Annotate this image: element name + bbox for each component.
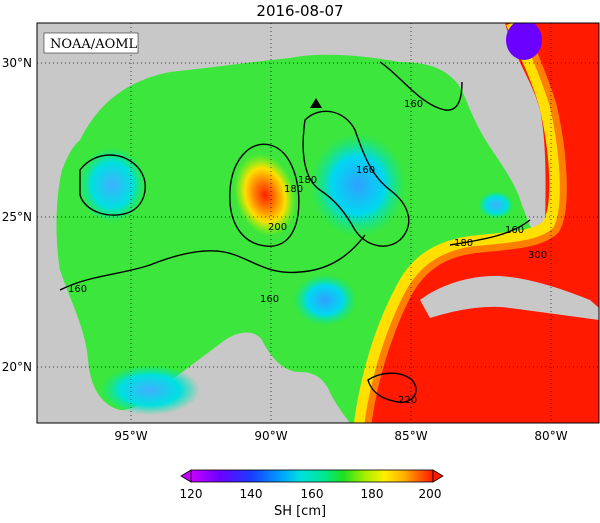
lat-label: 25°N: [2, 210, 32, 224]
contour-label: 160: [404, 99, 423, 110]
cold-core-northeast: [506, 23, 542, 60]
colorbar-tick: 140: [240, 487, 263, 501]
colorbar-tick: 200: [419, 487, 442, 501]
cold-core-west: [78, 147, 146, 223]
cuba-landmass: [420, 275, 599, 320]
cold-core-florida: [478, 191, 514, 219]
contour-label: 180: [298, 175, 317, 186]
colorbar-min-arrow: [180, 469, 192, 483]
lon-label: 90°W: [254, 429, 287, 443]
contour-label: 200: [268, 222, 287, 233]
credit-label: NOAA/AOML: [50, 37, 138, 52]
contour-label: 300: [528, 250, 547, 261]
contour-label: 160: [505, 225, 524, 236]
warm-eddy: [234, 153, 296, 237]
colorbar-tick: 160: [301, 487, 324, 501]
colorbar-tick: 180: [361, 487, 384, 501]
colorbar: 120 140 160 180 200: [180, 469, 444, 501]
cold-core-south: [293, 274, 357, 326]
loop-front-orange: [364, 23, 567, 423]
lat-label: 20°N: [2, 360, 32, 374]
map-title: 2016-08-07: [256, 2, 344, 20]
buoy-marker-icon: [310, 98, 322, 108]
lon-label: 80°W: [534, 429, 567, 443]
lon-label: 85°W: [394, 429, 427, 443]
contour-label: 160: [68, 284, 87, 295]
colorbar-title: SH [cm]: [273, 504, 327, 519]
colorbar-gradient: [190, 469, 434, 483]
contour-label: 160: [260, 294, 279, 305]
contour-label: 180: [284, 184, 303, 195]
colorbar-tick: 120: [180, 487, 203, 501]
credit-box: [43, 32, 139, 54]
graticule: [37, 23, 599, 423]
cold-core-east: [310, 133, 406, 237]
cold-core-southwest: [100, 365, 200, 415]
contour-lines: [59, 61, 531, 403]
contour-label: 220: [398, 395, 417, 406]
contour-label: 180: [454, 238, 473, 249]
map-frame: [36, 22, 600, 424]
loop-front-yellow: [354, 23, 562, 423]
lat-label: 30°N: [2, 56, 32, 70]
colorbar-max-arrow: [432, 469, 444, 483]
contour-label: 160: [356, 165, 375, 176]
lon-label: 95°W: [114, 429, 147, 443]
